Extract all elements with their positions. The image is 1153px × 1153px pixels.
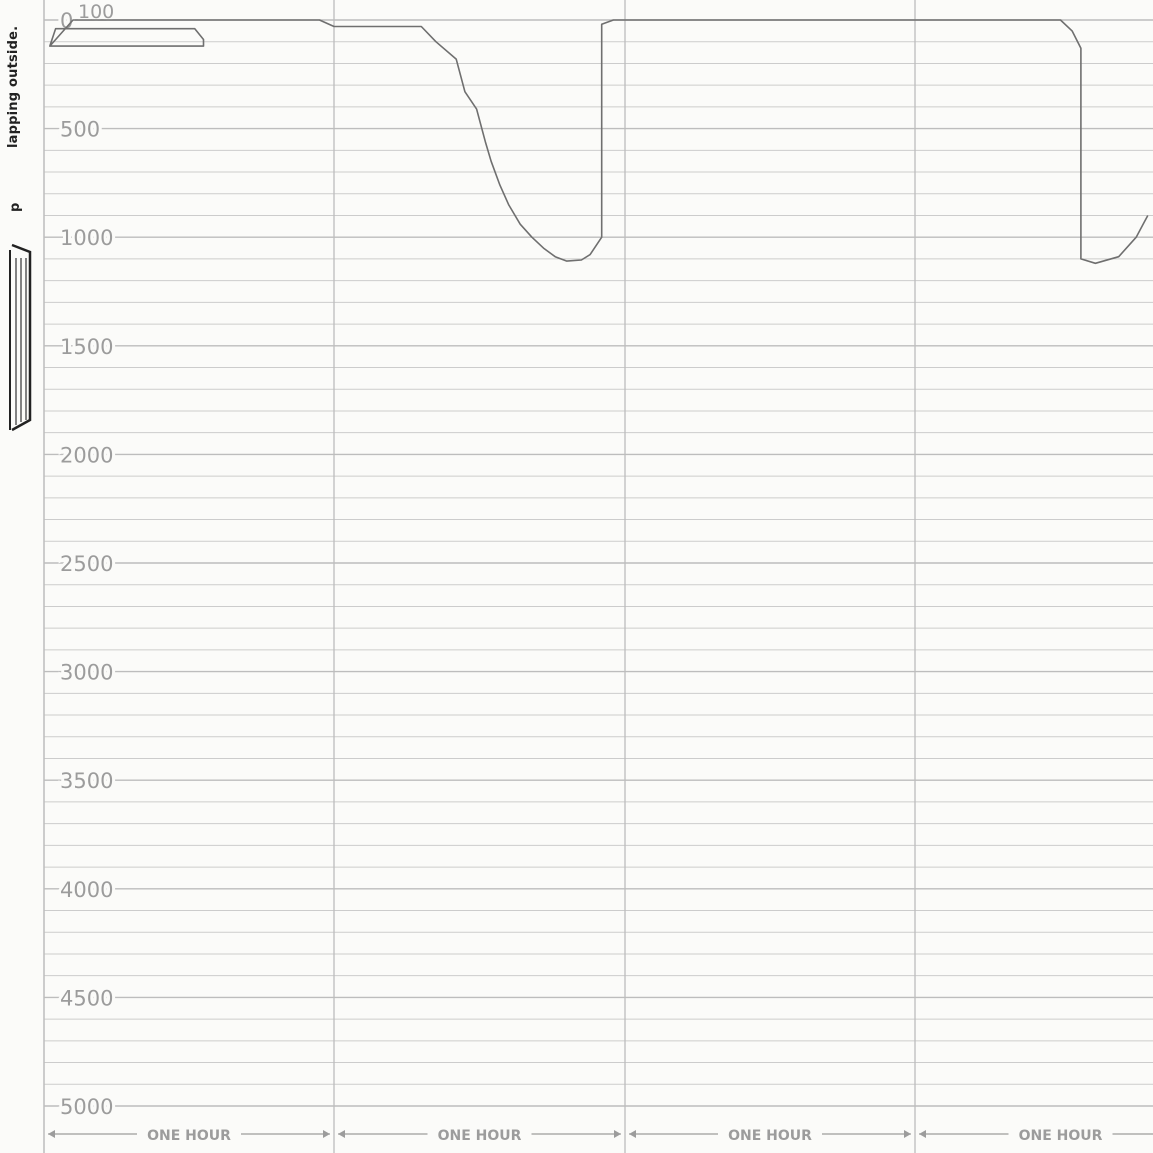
arrowhead-right (323, 1130, 330, 1138)
hour-section-label: ONE HOUR (728, 1128, 812, 1144)
side-note: lapping outside. (6, 25, 21, 148)
y-tick-label: 2000 (60, 443, 113, 467)
y-tick-label: 1000 (60, 226, 113, 250)
drum-outline (11, 243, 32, 432)
y-extra-label: 100 (78, 1, 114, 23)
hour-section: ONE HOUR (338, 1128, 621, 1144)
hour-section-label: ONE HOUR (1019, 1128, 1103, 1144)
side-letter: p (8, 202, 23, 212)
y-tick-label: 500 (60, 118, 100, 142)
arrowhead-right (614, 1130, 621, 1138)
arrowhead-left (338, 1130, 345, 1138)
hour-section-label: ONE HOUR (147, 1128, 231, 1144)
y-tick-label: 2500 (60, 552, 113, 576)
drum-drawing (9, 243, 32, 432)
y-tick-label: 5000 (60, 1095, 113, 1119)
hour-section: ONE HOUR (48, 1128, 330, 1144)
arrowhead-right (904, 1130, 911, 1138)
hour-section: ONE HOUR (629, 1128, 911, 1144)
arrowhead-left (629, 1130, 636, 1138)
hour-section-label: ONE HOUR (438, 1128, 522, 1144)
major-grid-lines (43, 0, 1153, 1153)
hour-section-labels: ONE HOUR ONE HOUR ONE HOUR ONE HOUR (48, 1128, 1153, 1144)
arrowhead-left (48, 1130, 55, 1138)
arrowhead-left (919, 1130, 926, 1138)
y-tick-label: 3000 (60, 661, 113, 685)
minor-grid-lines (44, 41, 1153, 1085)
y-tick-label: 4500 (60, 986, 113, 1010)
y-tick-label: 3500 (60, 769, 113, 793)
recorder-trace (49, 19, 1149, 265)
trace-line (49, 19, 1149, 265)
y-axis-tick-labels: 0500100015002000250030003500400045005000… (57, 0, 117, 1122)
hour-divider-lines (333, 0, 916, 1153)
y-tick-label: 1500 (60, 335, 113, 359)
y-tick-label: 4000 (60, 878, 113, 902)
hour-section: ONE HOUR (919, 1128, 1153, 1144)
